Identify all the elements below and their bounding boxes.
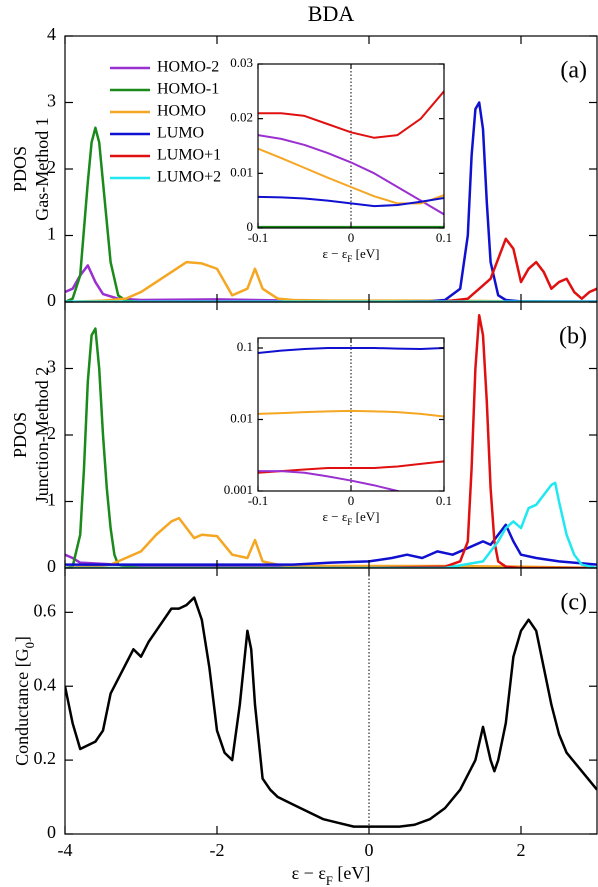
panel-label: (b) xyxy=(559,324,587,350)
x-axis-label: ε − εF [eV] xyxy=(323,509,380,527)
chart-title: BDA xyxy=(308,1,355,26)
y-tick-label: 0 xyxy=(47,822,56,842)
series-line xyxy=(65,516,597,568)
y-tick-label: 4 xyxy=(47,24,56,44)
label-part: [eV] xyxy=(352,246,379,261)
y-tick-label: 2 xyxy=(47,157,56,177)
x-axis-label: ε − εF [eV] xyxy=(292,863,371,887)
y-axis-label: Junction-Method 2 xyxy=(32,367,52,504)
legend-label: HOMO-2 xyxy=(157,59,219,76)
legend-label: HOMO-1 xyxy=(157,81,219,98)
x-tick-label: -0.1 xyxy=(248,230,269,245)
y-tick-label: 0.02 xyxy=(230,110,253,125)
series-line xyxy=(65,314,597,568)
label-part: ε − ε xyxy=(323,509,348,524)
series-line xyxy=(258,134,444,216)
x-tick-label: -0.1 xyxy=(248,493,269,508)
y-tick-label: 1 xyxy=(47,490,56,510)
y-axis-label: PDOS xyxy=(10,146,30,192)
x-tick-label: 0 xyxy=(348,493,355,508)
y-tick-label: 0.01 xyxy=(230,410,253,425)
x-tick-label: 0.1 xyxy=(436,230,452,245)
y-tick-label: 0.01 xyxy=(230,164,253,179)
x-tick-label: 2 xyxy=(517,840,526,860)
label-part: ε − ε xyxy=(292,863,327,883)
y-axis-label: Conductance [G0] xyxy=(12,636,37,766)
x-tick-label: -4 xyxy=(58,840,73,860)
label-sub: F xyxy=(326,874,333,887)
series-line xyxy=(258,347,444,355)
label-part: ε − ε xyxy=(323,246,348,261)
y-tick-label: 3 xyxy=(47,91,56,111)
legend-label: LUMO xyxy=(157,125,204,142)
y-tick-label: 3 xyxy=(47,357,56,377)
legend-label: LUMO+2 xyxy=(157,169,221,186)
label-part: ] xyxy=(12,636,32,642)
y-tick-label: 2 xyxy=(47,423,56,443)
label-part: Conductance [G xyxy=(12,648,32,765)
y-tick-label: 0.2 xyxy=(34,748,57,768)
series-line xyxy=(258,409,444,418)
series-line xyxy=(65,523,597,566)
legend-label: HOMO xyxy=(157,103,206,120)
label-sub: F xyxy=(347,517,352,527)
y-tick-label: 0.1 xyxy=(237,339,253,354)
label-sub: F xyxy=(347,254,352,264)
series-line xyxy=(258,195,444,208)
y-tick-label: 1 xyxy=(47,224,56,244)
y-tick-label: 0 xyxy=(247,219,254,234)
x-tick-label: 0 xyxy=(348,230,355,245)
panel-label: (c) xyxy=(560,590,587,616)
y-tick-label: 0 xyxy=(47,290,56,310)
y-tick-label: 0.03 xyxy=(230,55,253,70)
series-line xyxy=(65,596,597,828)
x-tick-label: 0.1 xyxy=(436,493,452,508)
y-tick-label: 0.001 xyxy=(224,482,253,497)
plot-frame xyxy=(64,567,598,835)
y-axis-label: Gas-Method 1 xyxy=(32,117,52,220)
y-tick-label: 0.4 xyxy=(34,674,57,694)
y-tick-label: 0 xyxy=(47,556,56,576)
x-axis-label: ε − εF [eV] xyxy=(323,246,380,264)
series-line xyxy=(65,237,597,302)
series-line xyxy=(258,90,444,139)
panel-label: (a) xyxy=(560,58,587,84)
series-line xyxy=(65,481,597,568)
series-line xyxy=(258,470,402,491)
y-axis-label: PDOS xyxy=(10,412,30,458)
x-tick-label: -2 xyxy=(210,840,225,860)
x-tick-label: 0 xyxy=(365,840,374,860)
label-sub: 0 xyxy=(23,642,37,648)
label-part: [eV] xyxy=(352,509,379,524)
series-line xyxy=(258,460,444,474)
y-tick-label: 0.6 xyxy=(34,600,57,620)
legend-label: LUMO+1 xyxy=(157,147,221,164)
label-part: [eV] xyxy=(333,863,370,883)
